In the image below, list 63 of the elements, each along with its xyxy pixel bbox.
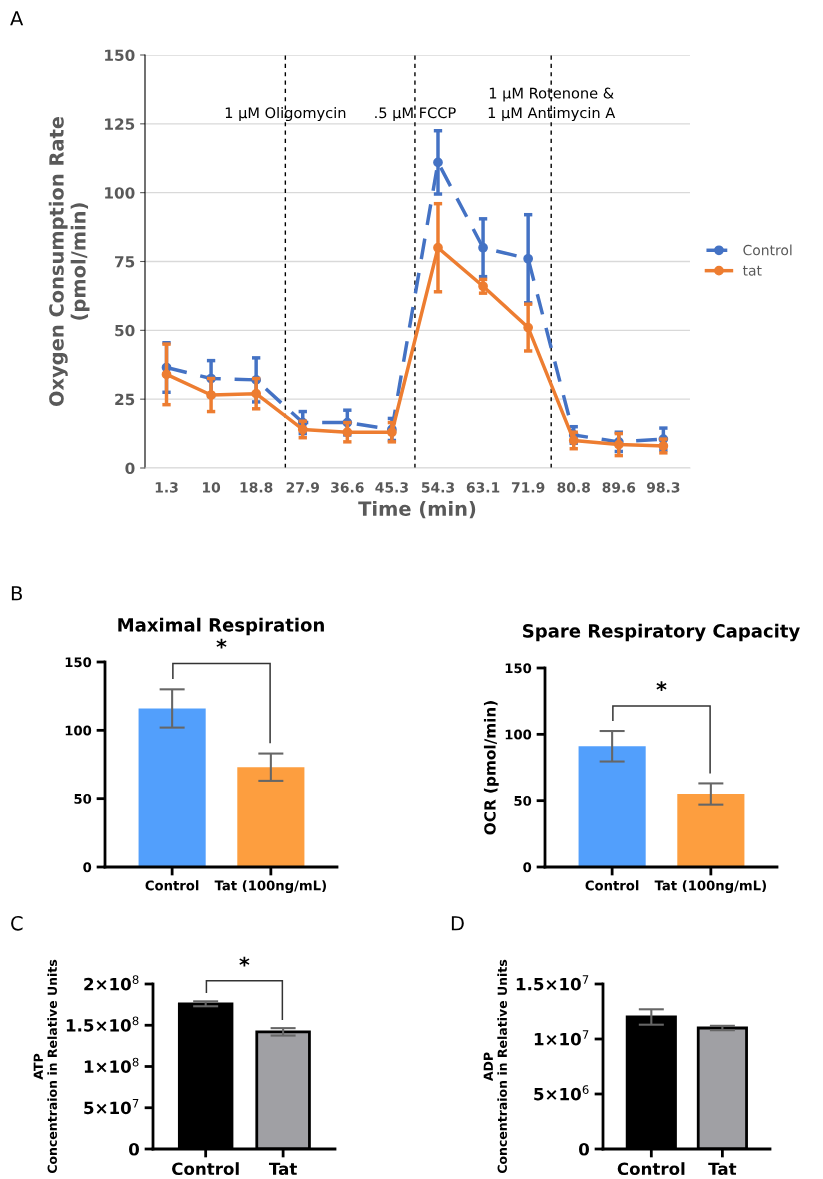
- y-axis-title: OCR (pmol/min): [483, 701, 499, 835]
- x-tick-label: 71.9: [511, 482, 545, 493]
- x-tick-label: Control: [172, 1162, 239, 1176]
- y-tick-label: 0: [125, 462, 135, 475]
- y-axis-title: ATP Concentraion in Relative Units: [33, 959, 57, 1174]
- y-axis-title: ADP Concentraion in Relative Units: [483, 959, 507, 1174]
- y-tick-label: 150: [105, 49, 135, 62]
- x-tick-label: 18.8: [240, 482, 273, 493]
- x-tick-label: 45.3: [375, 482, 408, 493]
- x-axis-title: Time (min): [358, 500, 476, 519]
- y-tick-label: 100: [65, 725, 92, 736]
- y-tick-label: 1.5×10$^{7}$: [516, 975, 589, 991]
- y-tick-label: 25: [115, 393, 135, 406]
- ref-line-label: 1 µM Rotenone & 1 µM Antimycin A: [488, 87, 616, 122]
- x-tick-label: 98.3: [646, 482, 680, 493]
- y-axis-title: Oxygen Consumption Rate (pmol/min): [48, 116, 90, 407]
- x-tick-label: Control: [145, 880, 199, 891]
- x-tick-label: Control: [617, 1162, 685, 1176]
- y-tick-label: 125: [105, 118, 135, 130]
- text: A: [10, 11, 24, 26]
- y-tick-label: 0: [83, 862, 92, 873]
- text: B: [11, 586, 22, 601]
- y-tick-label: 5×10$^{7}$: [84, 1099, 139, 1115]
- y-tick-label: 1×10$^{8}$: [84, 1057, 139, 1073]
- x-tick-label: 89.6: [602, 482, 636, 493]
- y-tick-label: 100: [505, 729, 532, 740]
- text: D: [451, 916, 464, 931]
- x-tick-label: 63.1: [466, 482, 500, 493]
- text: *: [239, 956, 250, 967]
- legend-label: Control: [743, 244, 792, 256]
- y-tick-label: 0: [579, 1142, 590, 1156]
- x-tick-label: Tat (100ng/mL): [214, 880, 326, 894]
- y-tick-label: 5×10$^{6}$: [534, 1085, 589, 1101]
- y-tick-label: 50: [514, 795, 532, 806]
- y-tick-label: 75: [115, 256, 135, 268]
- y-tick-label: 0: [129, 1142, 140, 1156]
- x-tick-label: 10: [202, 482, 221, 493]
- y-tick-label: 1×10$^{7}$: [534, 1030, 589, 1046]
- y-tick-label: 50: [115, 324, 135, 337]
- legend-label: tat: [742, 265, 762, 276]
- y-tick-label: 150: [505, 663, 532, 674]
- ref-line-label: .5 µM FCCP: [375, 107, 456, 122]
- x-tick-label: Tat (100ng/mL): [654, 880, 766, 894]
- annotation: *: [656, 681, 667, 692]
- y-tick-label: 2×10$^{8}$: [84, 975, 139, 991]
- ref-line-label: 1 µM Oligomycin: [225, 106, 346, 122]
- chart-title: Maximal Respiration: [118, 617, 324, 636]
- x-tick-label: Tat: [268, 1162, 297, 1176]
- x-tick-label: 1.3: [155, 482, 178, 493]
- y-tick-label: 1.5×10$^{8}$: [66, 1016, 139, 1032]
- chart-title: Spare Respiratory Capacity: [523, 623, 800, 642]
- x-tick-label: 36.6: [331, 482, 364, 493]
- x-tick-label: Tat: [708, 1162, 737, 1176]
- y-tick-label: 0: [523, 862, 532, 873]
- text: C: [11, 915, 23, 931]
- x-tick-label: 54.3: [421, 482, 455, 493]
- y-tick-label: 50: [74, 793, 92, 804]
- x-tick-label: 80.8: [557, 482, 590, 493]
- x-tick-label: 27.9: [286, 482, 320, 493]
- text: *: [216, 638, 227, 649]
- y-tick-label: 150: [65, 657, 92, 668]
- y-tick-label: 100: [105, 187, 135, 199]
- x-tick-label: Control: [585, 880, 639, 891]
